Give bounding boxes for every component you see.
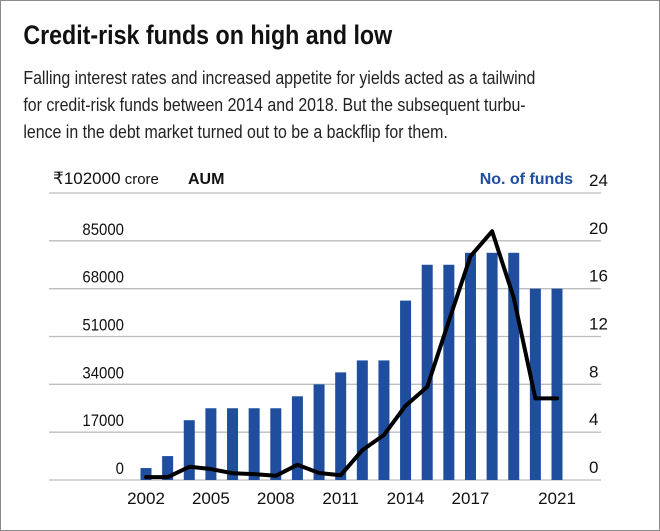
x-tick-label: 2008 xyxy=(257,489,295,508)
subtitle-line-1: Falling interest rates and increased app… xyxy=(23,67,535,88)
x-tick-label: 2021 xyxy=(538,489,576,508)
x-tick-label: 2002 xyxy=(127,489,165,508)
bar-2007 xyxy=(248,408,260,480)
bar-2021 xyxy=(551,288,563,480)
right-tick-label: 12 xyxy=(589,315,608,334)
left-tick-label: 51000 xyxy=(82,317,124,335)
left-tick-label: ₹102000 xyxy=(53,169,121,188)
x-tick-label: 2005 xyxy=(192,489,230,508)
right-tick-label: 20 xyxy=(589,219,608,238)
left-axis-header: ₹102000 crore xyxy=(53,169,159,188)
subtitle-line-2: for credit-risk funds between 2014 and 2… xyxy=(23,94,525,115)
bar-2018 xyxy=(486,252,498,480)
right-tick-label: 24 xyxy=(589,171,608,190)
funds-series-label: No. of funds xyxy=(480,171,573,188)
bar-2015 xyxy=(421,264,433,480)
chart-title: Credit-risk funds on high and low xyxy=(23,20,392,50)
right-tick-label: 0 xyxy=(589,458,598,477)
right-tick-label: 16 xyxy=(589,267,608,286)
left-tick-label: 85000 xyxy=(82,221,124,239)
bar-2010 xyxy=(313,384,325,480)
x-tick-label: 2011 xyxy=(322,489,359,508)
bar-2019 xyxy=(508,252,520,480)
left-tick-label: 0 xyxy=(116,460,124,478)
bar-2017 xyxy=(464,252,476,480)
bar-2006 xyxy=(227,408,239,480)
bar-2004 xyxy=(183,420,195,480)
bar-2003 xyxy=(162,456,174,480)
bar-2011 xyxy=(335,372,347,480)
subtitle-line-3: lence in the debt market turned out to b… xyxy=(23,121,447,142)
bar-2012 xyxy=(356,360,368,480)
aum-series-label: AUM xyxy=(188,171,224,188)
bar-2013 xyxy=(378,360,390,480)
left-tick-label: 34000 xyxy=(82,365,124,383)
aum-line xyxy=(144,229,559,480)
bar-2002 xyxy=(140,468,152,480)
bar-2016 xyxy=(443,264,455,480)
x-tick-label: 2014 xyxy=(387,489,425,508)
bar-2020 xyxy=(529,288,541,480)
x-tick-label: 2017 xyxy=(452,489,490,508)
right-tick-label: 8 xyxy=(589,362,598,381)
bar-2008 xyxy=(270,408,282,480)
bar-2009 xyxy=(291,396,303,480)
left-tick-label: 17000 xyxy=(82,412,124,430)
left-tick-label: 68000 xyxy=(82,269,124,287)
unit-label: crore xyxy=(121,171,159,188)
bar-2014 xyxy=(400,300,412,480)
right-tick-label: 4 xyxy=(589,410,598,429)
bar-2005 xyxy=(205,408,217,480)
